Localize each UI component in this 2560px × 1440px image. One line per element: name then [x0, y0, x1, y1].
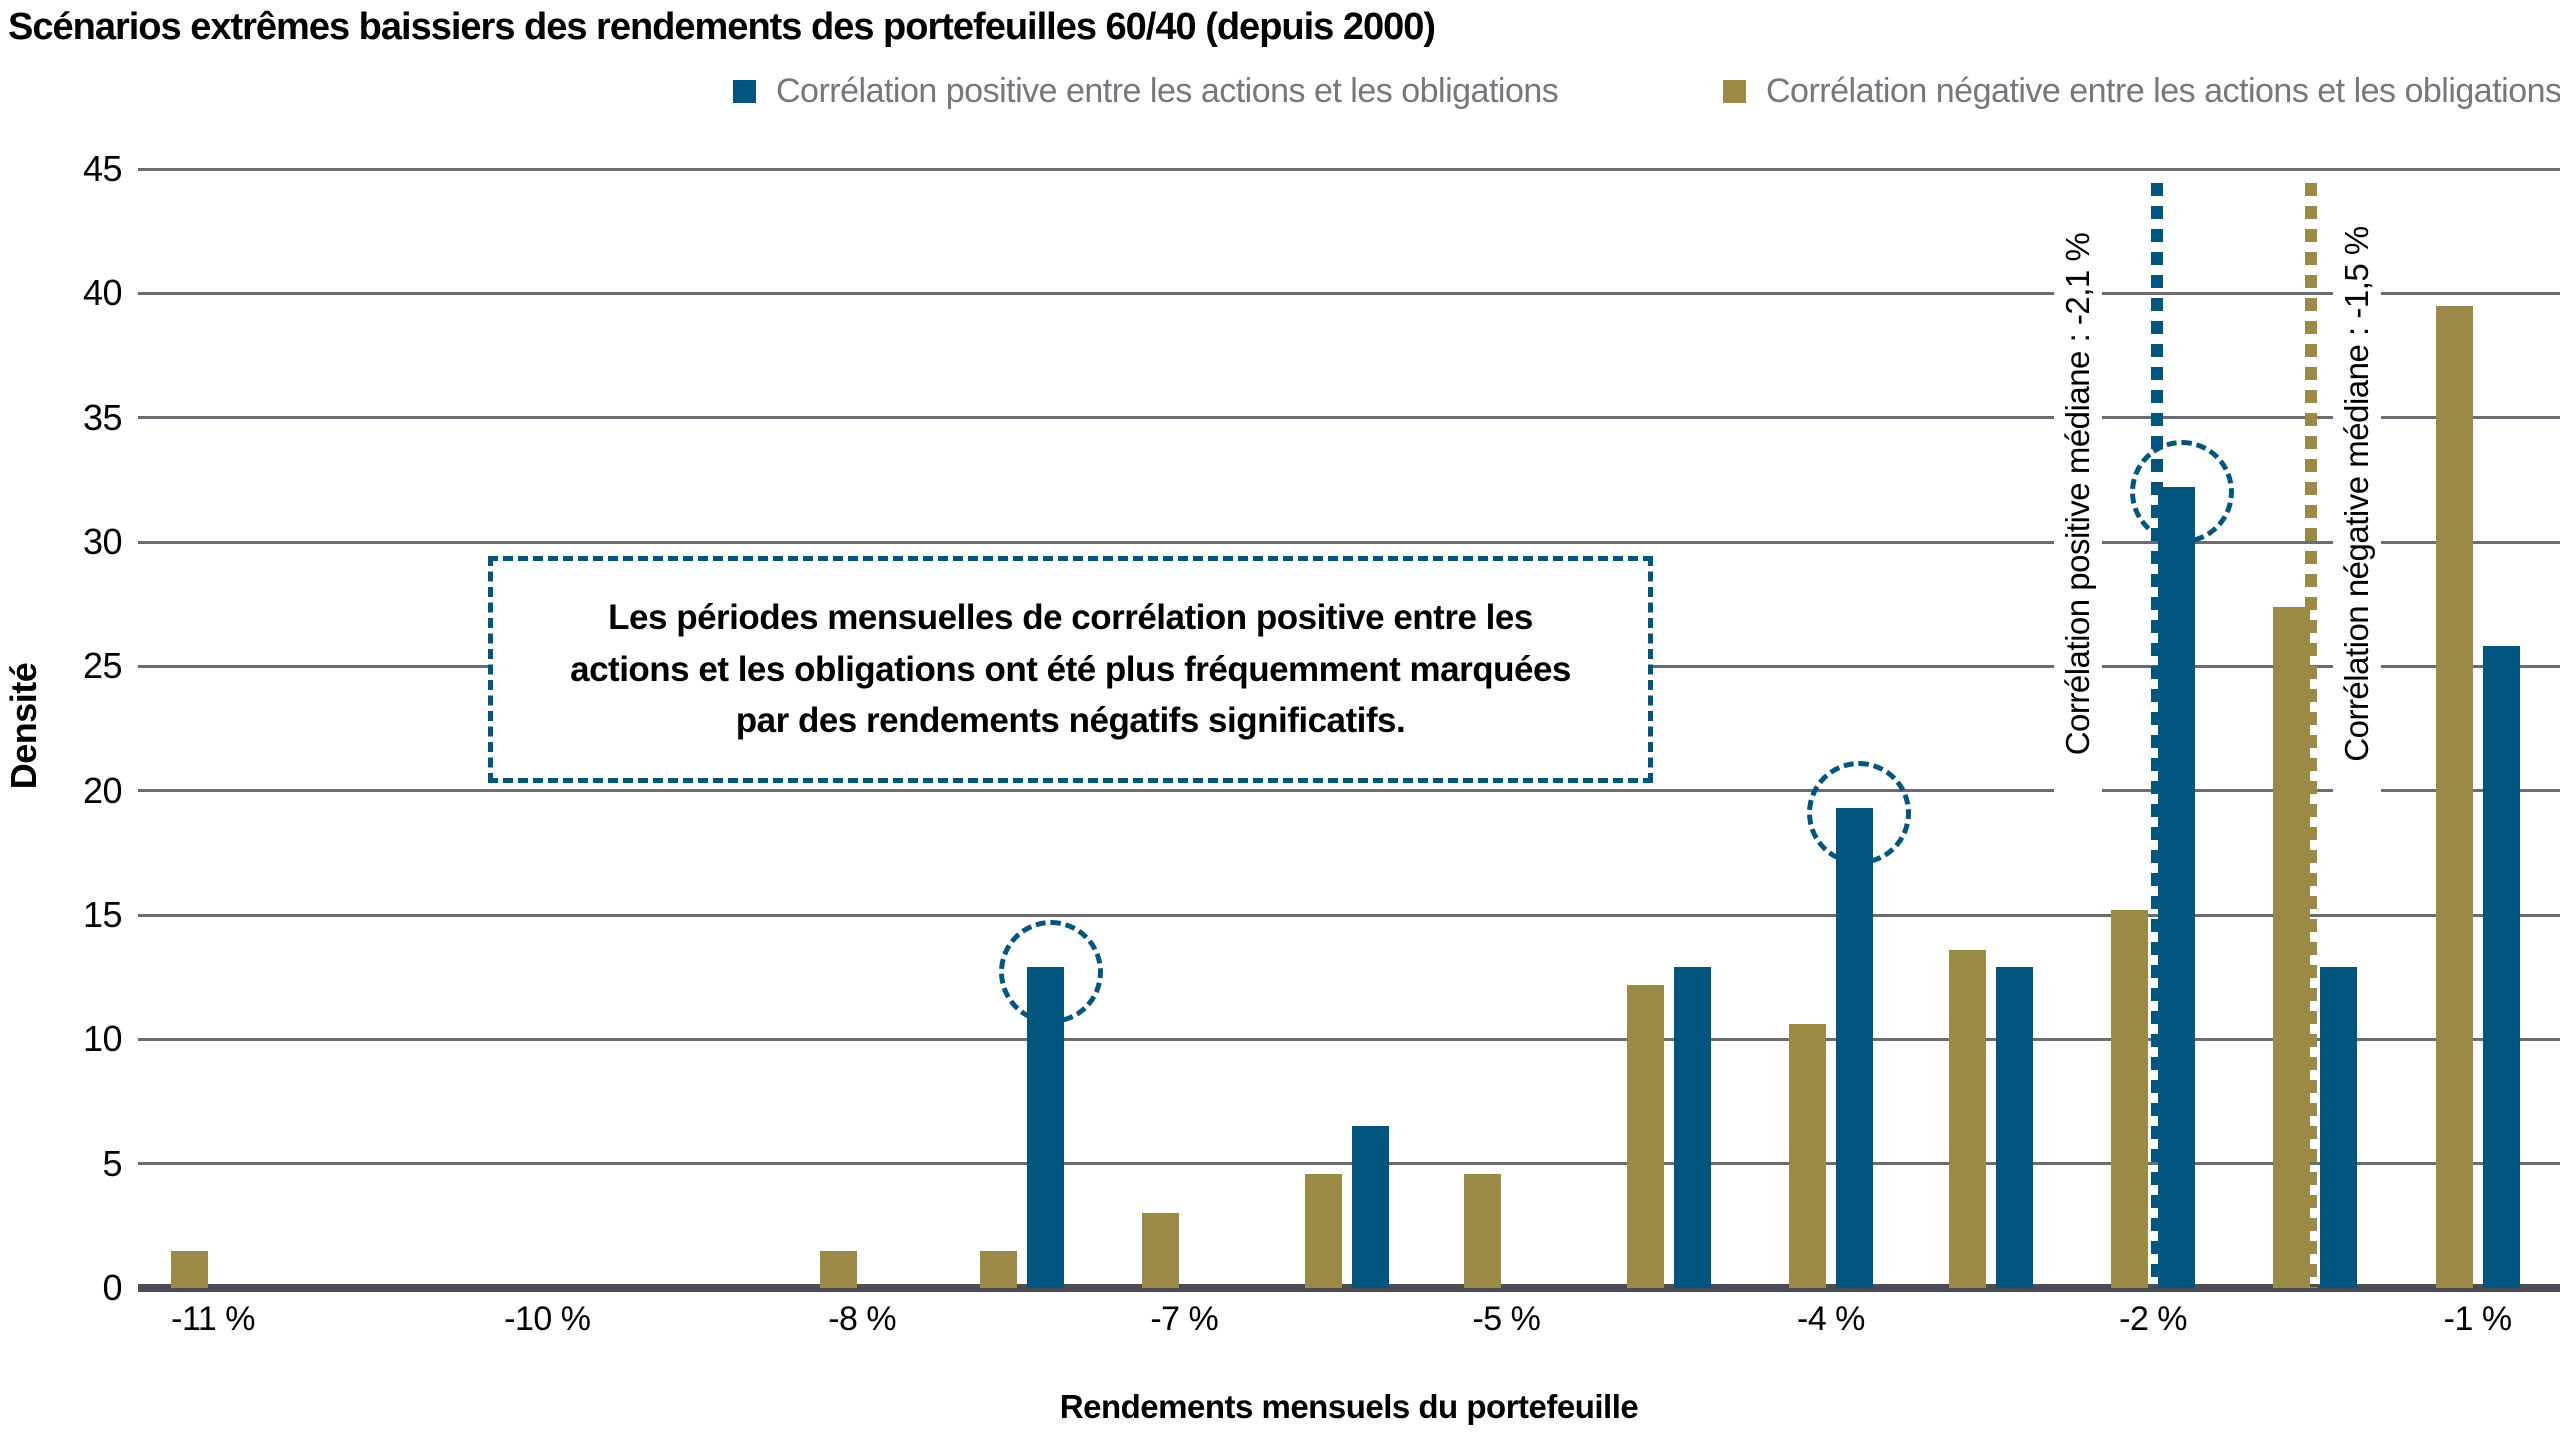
legend-item-positive-correlation: Corrélation positive entre les actions e…: [733, 72, 1559, 110]
legend-label-negative: Corrélation négative entre les actions e…: [1766, 71, 2560, 110]
y-tick-label-25: 25: [82, 645, 123, 687]
highlight-circle-icon-10: [2129, 440, 2234, 545]
bar-negative-correlation-3: [980, 1250, 1018, 1288]
y-tick-label-45: 45: [82, 148, 123, 189]
y-tick-label-35: 35: [82, 396, 123, 438]
bar-negative-correlation-6: [1464, 1173, 1502, 1288]
bar-negative-correlation-8: [1788, 1024, 1826, 1288]
bar-positive-correlation-11: [2320, 967, 2358, 1288]
bar-positive-correlation-8: [1835, 808, 1873, 1288]
x-tick-label--10%: -10 %: [504, 1300, 591, 1338]
y-tick-label-30: 30: [82, 521, 123, 562]
x-tick-label--5%: -5 %: [1472, 1300, 1541, 1338]
y-tick-label-10: 10: [82, 1018, 123, 1060]
gridline-y-20: [138, 789, 2560, 793]
highlight-circle-icon-3: [998, 920, 1103, 1025]
bar-negative-correlation-10: [2111, 910, 2149, 1288]
y-tick-label-0: 0: [102, 1267, 122, 1308]
median-label-box-gold: Corrélation négative médiane : -1,5 %: [2333, 183, 2382, 805]
gridline-y-15: [138, 913, 2560, 917]
gridline-y-5: [138, 1162, 2560, 1166]
y-tick-label-20: 20: [82, 769, 123, 811]
plot-area: Corrélation positive médiane : -2,1 % Cor…: [138, 167, 2560, 1292]
bar-negative-correlation-4: [1142, 1213, 1180, 1288]
y-tick-label-40: 40: [82, 272, 123, 314]
bar-positive-correlation-7: [1673, 967, 1711, 1288]
legend-label-positive: Corrélation positive entre les actions e…: [776, 71, 1559, 110]
x-tick-label--1%: -1 %: [2443, 1300, 2512, 1338]
chart-title: Scénarios extrêmes baissiers des rendeme…: [8, 6, 1436, 48]
x-axis-tick-labels: -11 % -10 % -8 % -7 % -5 % -4 % -2 % -1 %: [138, 1300, 2560, 1350]
bar-negative-correlation-0: [171, 1250, 209, 1288]
bar-positive-correlation-10: [2158, 487, 2196, 1288]
gridline-y-35: [138, 416, 2560, 420]
annotation-text: Les périodes mensuelles de corrélation p…: [570, 597, 1571, 741]
legend-item-negative-correlation: Corrélation négative entre les actions e…: [1723, 72, 2560, 110]
highlight-circle-icon-8: [1807, 761, 1912, 866]
bar-negative-correlation-5: [1304, 1173, 1342, 1288]
bar-negative-correlation-2: [820, 1250, 858, 1288]
annotation-callout: Les périodes mensuelles de corrélation p…: [488, 556, 1653, 783]
gridline-y-45: [138, 167, 2560, 171]
bar-positive-correlation-5: [1351, 1126, 1389, 1288]
y-axis-tick-labels: 0 5 10 15 20 25 30 35 40 45: [0, 148, 123, 1308]
x-tick-label--8%: -8 %: [828, 1300, 897, 1338]
bar-positive-correlation-9: [1995, 967, 2033, 1288]
gridline-y-40: [138, 291, 2560, 295]
median-line-gold: [2305, 183, 2318, 1288]
bar-positive-correlation-12: [2482, 646, 2520, 1288]
y-tick-label-15: 15: [82, 894, 123, 935]
gridline-y-30: [138, 540, 2560, 544]
x-tick-label--4%: -4 %: [1797, 1300, 1865, 1338]
median-line-blue: [2150, 183, 2163, 1288]
median-label-box-blue: Corrélation positive médiane : -2,1 %: [2053, 183, 2102, 805]
x-tick-label--2%: -2 %: [2119, 1300, 2188, 1338]
x-tick-label--7%: -7 %: [1150, 1300, 1219, 1338]
bar-negative-correlation-9: [1948, 949, 1986, 1288]
y-tick-label-5: 5: [102, 1142, 122, 1184]
legend-swatch-gold-icon: [1723, 79, 1746, 103]
legend-swatch-blue-icon: [733, 79, 756, 103]
bar-negative-correlation-12: [2435, 305, 2473, 1288]
bar-negative-correlation-11: [2273, 606, 2311, 1288]
x-axis-line: [138, 1284, 2560, 1292]
bar-negative-correlation-7: [1626, 984, 1664, 1288]
x-axis-title: Rendements mensuels du portefeuille: [1059, 1388, 1639, 1425]
median-label-text-gold: Corrélation négative médiane : -1,5 %: [2338, 226, 2376, 762]
gridline-y-10: [138, 1037, 2560, 1041]
median-label-text-blue: Corrélation positive médiane : -2,1 %: [2058, 232, 2096, 756]
x-tick-label--11%: -11 %: [171, 1300, 255, 1338]
